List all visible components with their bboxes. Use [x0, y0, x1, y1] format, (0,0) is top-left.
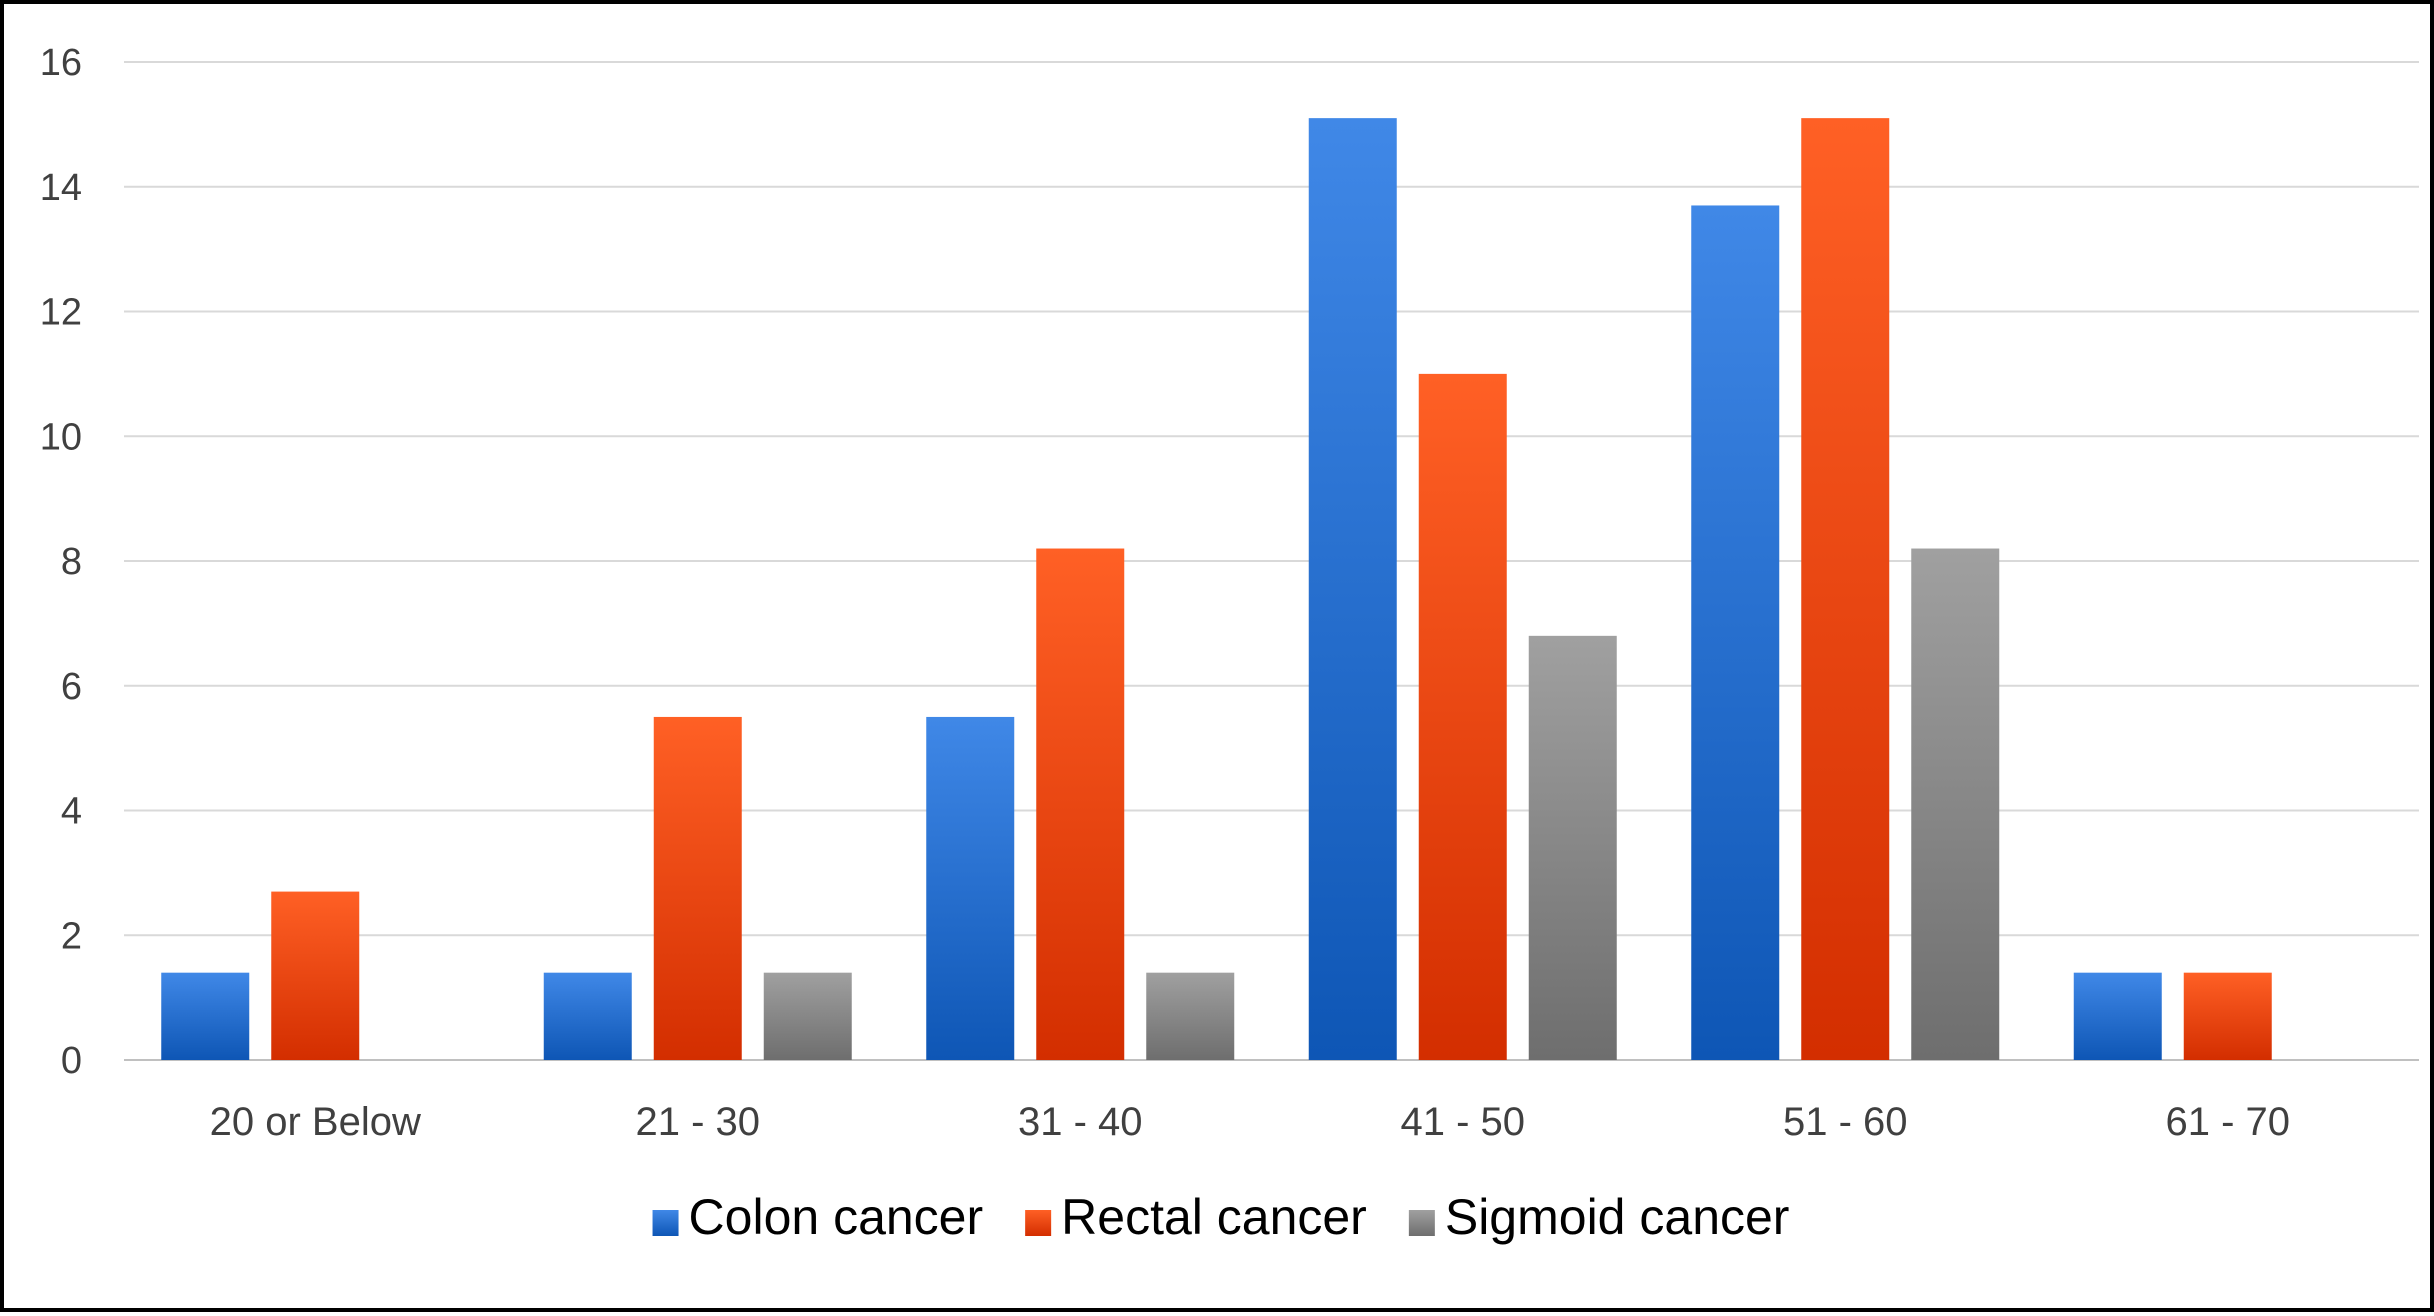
- y-tick-label: 2: [61, 915, 82, 957]
- bar-sigmoid-cancer-4: [1911, 548, 2000, 1060]
- bar-colon-cancer-2: [926, 716, 1015, 1060]
- y-tick-label: 16: [40, 42, 82, 84]
- bar-colon-cancer-5: [2073, 972, 2162, 1060]
- bar-colon-cancer-0: [161, 972, 250, 1060]
- bar-rectal-cancer-1: [653, 716, 742, 1060]
- legend-label: Colon cancer: [689, 1189, 984, 1245]
- bar-rectal-cancer-3: [1418, 373, 1507, 1060]
- legend: Colon cancer Rectal cancer Sigmoid cancer: [652, 1189, 1790, 1245]
- x-tick-label: 41 - 50: [1400, 1100, 1525, 1144]
- bar-sigmoid-cancer-2: [1146, 972, 1235, 1060]
- y-tick-label: 12: [40, 292, 82, 334]
- bar-colon-cancer-1: [543, 972, 632, 1060]
- legend-item-colon-cancer: Colon cancer: [652, 1189, 984, 1245]
- x-tick-label: 20 or Below: [210, 1100, 421, 1144]
- legend-item-sigmoid-cancer: Sigmoid cancer: [1408, 1189, 1790, 1245]
- y-tick-label: 0: [61, 1040, 82, 1082]
- x-tick-label: 61 - 70: [2165, 1100, 2290, 1144]
- legend-label: Rectal cancer: [1061, 1189, 1367, 1245]
- y-tick-label: 6: [61, 666, 82, 708]
- x-axis-ticks: 20 or Below 21 - 30 31 - 40 41 - 50 51 - 60 6…: [210, 1100, 2290, 1144]
- x-tick-label: 21 - 30: [635, 1100, 760, 1144]
- bars: [161, 118, 2272, 1060]
- legend-label: Sigmoid cancer: [1445, 1189, 1790, 1245]
- gridlines: [124, 61, 2419, 1061]
- legend-item-rectal-cancer: Rectal cancer: [1025, 1189, 1367, 1245]
- bar-sigmoid-cancer-1: [763, 972, 852, 1060]
- y-tick-label: 10: [40, 416, 82, 458]
- legend-swatch: [652, 1210, 679, 1236]
- bar-colon-cancer-4: [1691, 205, 1780, 1060]
- x-tick-label: 51 - 60: [1783, 1100, 1908, 1144]
- x-tick-label: 31 - 40: [1018, 1100, 1143, 1144]
- bar-rectal-cancer-5: [2183, 972, 2272, 1060]
- bar-rectal-cancer-4: [1801, 118, 1890, 1060]
- y-axis-ticks: 0 2 4 6 8 10 12 14 16: [40, 42, 82, 1082]
- bar-sigmoid-cancer-3: [1528, 635, 1617, 1060]
- bar-colon-cancer-3: [1308, 118, 1397, 1060]
- legend-swatch: [1025, 1210, 1052, 1236]
- y-tick-label: 8: [61, 541, 82, 583]
- y-tick-label: 4: [61, 791, 82, 833]
- legend-swatch: [1408, 1210, 1435, 1236]
- y-tick-label: 14: [40, 167, 82, 209]
- bar-rectal-cancer-2: [1036, 548, 1125, 1060]
- bar-rectal-cancer-0: [271, 891, 360, 1060]
- bar-chart: 0 2 4 6 8 10 12 14 16 20 or Below 21 - 30 31 - 40 4…: [40, 42, 2419, 1245]
